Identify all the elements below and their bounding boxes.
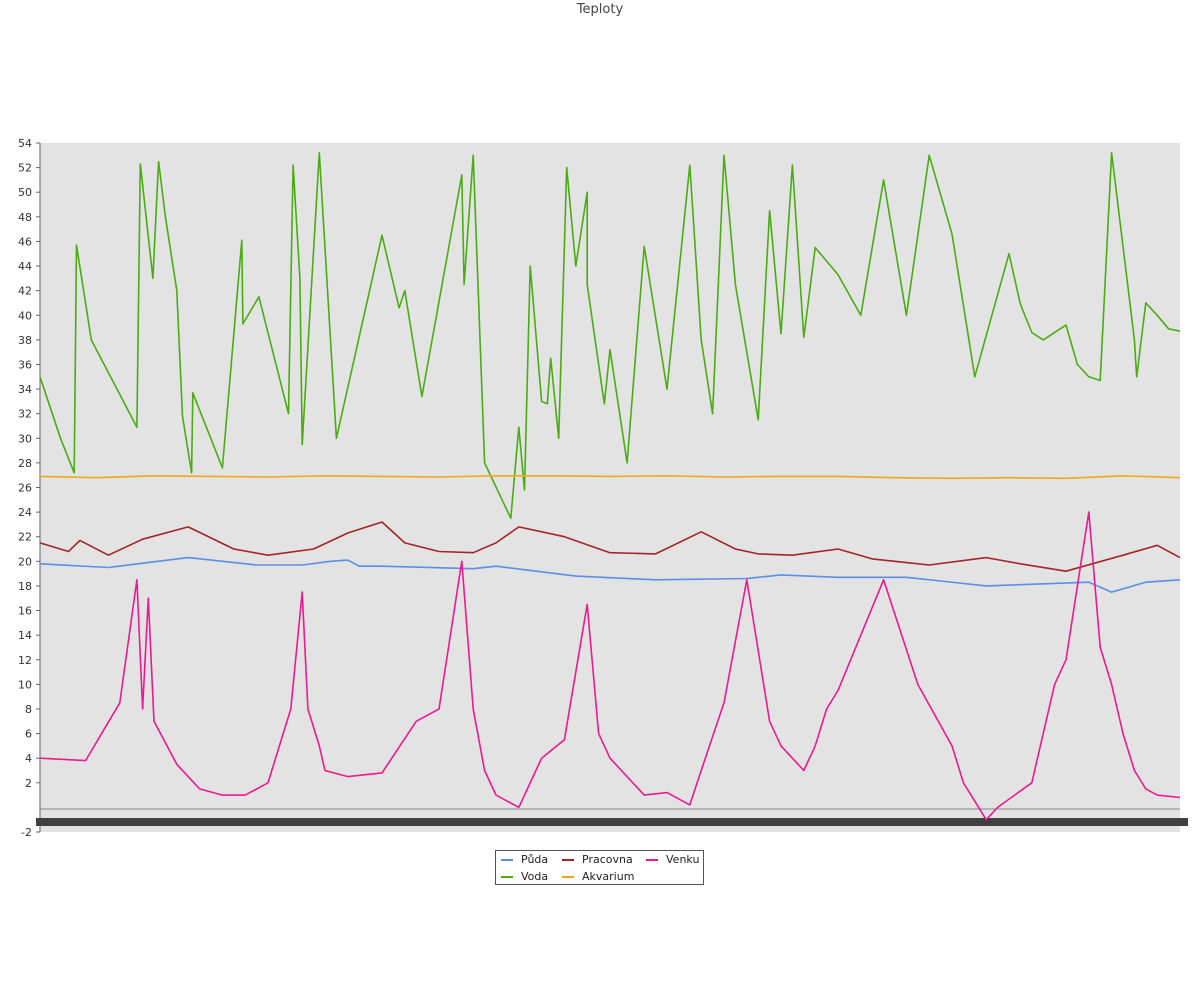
y-tick-label: 8 bbox=[25, 703, 32, 716]
y-tick-label: 54 bbox=[18, 137, 32, 150]
y-tick-label: 20 bbox=[18, 555, 32, 568]
series-line-2 bbox=[39, 152, 1181, 520]
legend-label-puda: Půda bbox=[521, 853, 549, 866]
legend-item-akvarium: Akvarium bbox=[562, 870, 634, 883]
legend-swatch-pracovna bbox=[562, 859, 574, 861]
chart-title: Teploty bbox=[576, 2, 624, 17]
y-tick-label: 50 bbox=[18, 186, 32, 199]
legend-swatch-akvarium bbox=[562, 876, 574, 878]
y-tick-label: 52 bbox=[18, 162, 32, 175]
series-line-3 bbox=[39, 474, 1181, 480]
series-line-1 bbox=[39, 521, 1181, 573]
legend-item-voda: Voda bbox=[501, 870, 548, 883]
y-tick-label: 18 bbox=[18, 580, 32, 593]
y-tick-label: 26 bbox=[18, 482, 32, 495]
y-tick-group: -224681012141618202224262830323436384042… bbox=[18, 137, 40, 839]
legend-item-venku: Venku bbox=[646, 853, 699, 866]
y-tick-label: 34 bbox=[18, 383, 32, 396]
y-tick-label: 32 bbox=[18, 408, 32, 421]
legend-swatch-venku bbox=[646, 859, 658, 861]
y-tick-label: 48 bbox=[18, 211, 32, 224]
y-tick-label: 14 bbox=[18, 629, 32, 642]
series-group bbox=[39, 152, 1181, 821]
y-tick-label: 2 bbox=[25, 777, 32, 790]
legend-label-pracovna: Pracovna bbox=[582, 853, 633, 866]
y-tick-label: 42 bbox=[18, 285, 32, 298]
y-tick-label: 22 bbox=[18, 531, 32, 544]
legend-label-voda: Voda bbox=[521, 870, 549, 883]
legend-label-akvarium: Akvarium bbox=[582, 870, 635, 883]
y-tick-label: 12 bbox=[18, 654, 32, 667]
y-tick-label: 6 bbox=[25, 728, 32, 741]
legend-swatch-voda bbox=[501, 876, 513, 878]
y-tick-label: 10 bbox=[18, 678, 32, 691]
series-line-4 bbox=[39, 511, 1181, 821]
y-tick-label: -2 bbox=[21, 826, 32, 839]
y-tick-label: 46 bbox=[18, 235, 32, 248]
legend-item-puda: Půda bbox=[501, 853, 548, 866]
y-tick-label: 4 bbox=[25, 752, 32, 765]
legend-item-pracovna: Pracovna bbox=[562, 853, 633, 866]
y-tick-label: 36 bbox=[18, 358, 32, 371]
y-tick-label: 40 bbox=[18, 309, 32, 322]
plot-background bbox=[40, 143, 1180, 832]
legend-swatch-puda bbox=[501, 859, 513, 861]
legend-label-venku: Venku bbox=[666, 853, 700, 866]
series-line-0 bbox=[39, 556, 1181, 593]
y-tick-label: 16 bbox=[18, 605, 32, 618]
y-tick-label: 30 bbox=[18, 432, 32, 445]
y-tick-label: 24 bbox=[18, 506, 32, 519]
y-tick-label: 44 bbox=[18, 260, 32, 273]
y-tick-label: 28 bbox=[18, 457, 32, 470]
legend: Půda Voda Pracovna Akvarium Venku bbox=[495, 850, 704, 885]
y-tick-label: 38 bbox=[18, 334, 32, 347]
x-axis-tick-band bbox=[36, 818, 1188, 826]
